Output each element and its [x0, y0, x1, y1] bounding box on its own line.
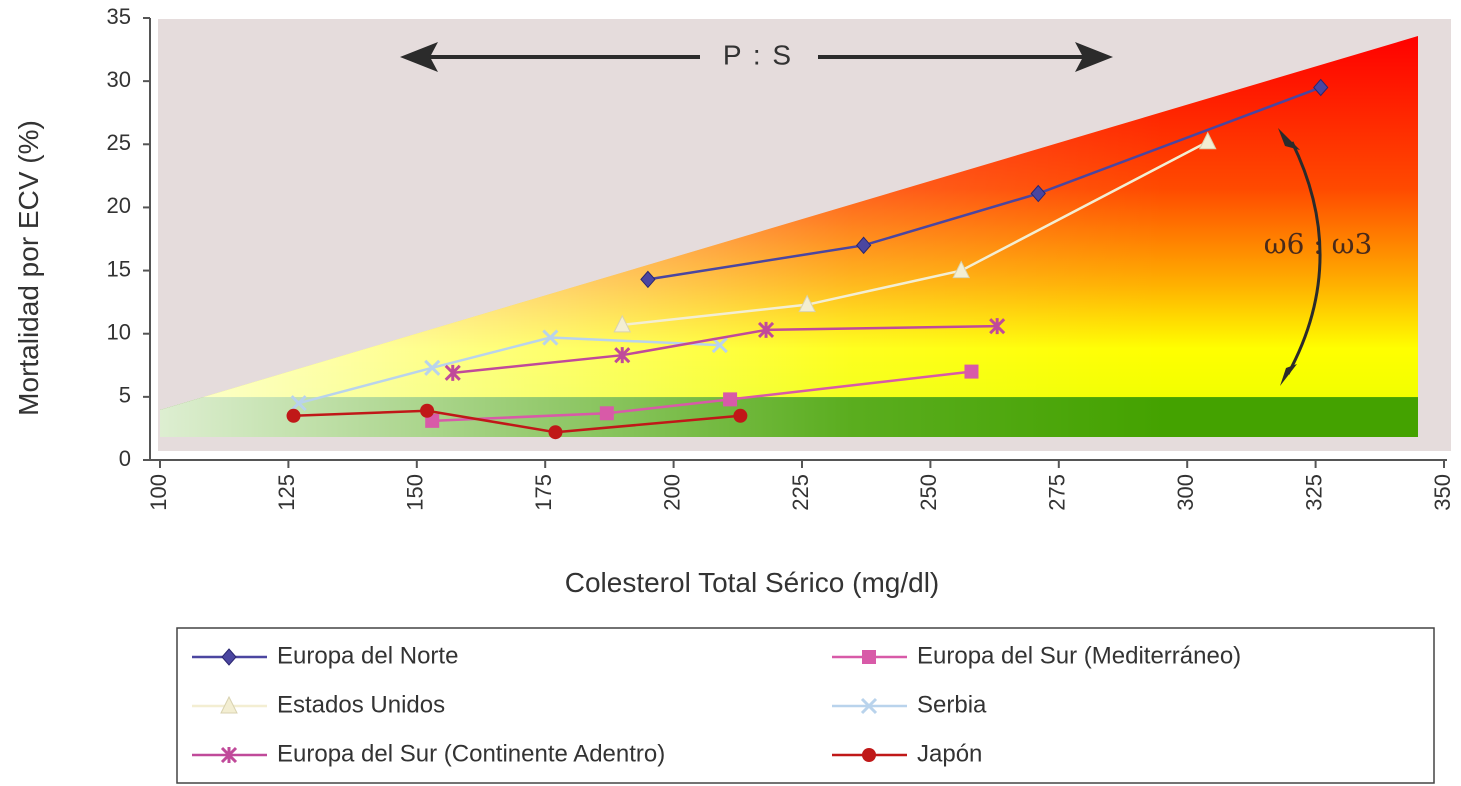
x-tick-label: 300 — [1173, 474, 1198, 511]
legend-label-5: Japón — [917, 740, 982, 767]
x-tick-label: 325 — [1301, 474, 1326, 511]
data-point-1-1 — [599, 406, 614, 421]
y-tick-label: 20 — [107, 193, 131, 218]
data-point-0-2 — [1030, 184, 1046, 203]
legend-frame — [176, 627, 1435, 784]
series-1 — [425, 364, 979, 428]
series-5 — [286, 403, 748, 440]
y-tick-label: 30 — [107, 67, 131, 92]
series-line-1 — [432, 370, 972, 423]
x-tick-label: 125 — [274, 474, 299, 511]
data-point-1-3 — [964, 364, 979, 379]
legend-marker-4 — [220, 746, 238, 764]
x-tick-label: 275 — [1045, 474, 1070, 511]
tick-labels: 0 5 10 15 20 25 30 35 100 125 150 175 200 225 250 275 30… — [107, 4, 1455, 511]
data-point-2-3 — [1198, 131, 1217, 150]
series-line-4 — [452, 324, 998, 375]
data-point-4-0 — [444, 364, 461, 381]
legend-marker-3 — [860, 697, 878, 715]
data-point-2-1 — [798, 294, 816, 313]
data-point-3-2 — [542, 329, 559, 346]
data-point-2-2 — [952, 260, 971, 279]
legend-marker-1 — [862, 650, 876, 664]
data-point-3-0 — [290, 395, 307, 412]
data-point-5-3 — [733, 408, 748, 423]
omega-arrow-curve — [1286, 141, 1322, 375]
x-tick-label: 250 — [916, 474, 941, 511]
ps-arrow-left-head — [400, 42, 438, 72]
series-line-0 — [647, 86, 1322, 281]
annotations: P : S ω6 : ω3 — [400, 39, 1372, 386]
y-tick-label: 35 — [107, 4, 131, 29]
series-0 — [640, 78, 1329, 289]
legend-marker-2 — [220, 695, 238, 714]
legend-label-1: Europa del Sur (Mediterráneo) — [917, 642, 1241, 669]
y-tick-label: 15 — [107, 256, 131, 281]
x-tick-label: 175 — [531, 474, 556, 511]
series-3 — [290, 329, 728, 412]
x-axis-title: Colesterol Total Sérico (mg/dl) — [565, 567, 940, 598]
data-point-2-0 — [613, 314, 632, 333]
series-4 — [444, 318, 1006, 381]
risk-gradient-wedge — [160, 36, 1418, 437]
data-point-3-3 — [711, 337, 728, 354]
legend-label-4: Europa del Sur (Continente Adentro) — [277, 740, 665, 767]
x-tick-label: 200 — [659, 474, 684, 511]
wedge-fade-overlay — [160, 36, 1418, 437]
x-tick-label: 225 — [788, 474, 813, 511]
y-tick-label: 25 — [107, 130, 131, 155]
y-tick-label: 0 — [119, 446, 131, 471]
data-point-0-3 — [1313, 78, 1329, 97]
axes — [143, 17, 1447, 468]
data-point-4-2 — [757, 321, 775, 338]
legend-marker-5 — [862, 748, 876, 762]
data-point-5-2 — [548, 425, 563, 440]
data-point-3-1 — [424, 359, 441, 376]
data-point-0-0 — [640, 270, 656, 289]
legend-label-2: Estados Unidos — [277, 691, 445, 718]
legend-marker-0 — [221, 648, 237, 666]
legend: Europa del Norte Europa del Sur (Mediterr… — [176, 627, 1435, 784]
omega-arrow-bottom-head — [1280, 364, 1297, 386]
omega-arrow-top-head — [1278, 128, 1300, 150]
series-line-5 — [293, 409, 741, 434]
x-tick-label: 100 — [146, 474, 171, 511]
x-tick-label: 350 — [1430, 474, 1455, 511]
series-line-3 — [298, 336, 720, 405]
legend-label-0: Europa del Norte — [277, 642, 458, 669]
x-tick-label: 150 — [403, 474, 428, 511]
y-axis-title: Mortalidad por ECV (%) — [13, 120, 44, 416]
legend-label-3: Serbia — [917, 691, 987, 718]
data-point-4-3 — [989, 318, 1006, 335]
data-point-4-1 — [614, 347, 631, 364]
series-2 — [613, 131, 1217, 333]
series — [286, 78, 1329, 440]
y-tick-label: 10 — [107, 320, 131, 345]
y-tick-label: 5 — [119, 383, 131, 408]
series-line-2 — [622, 140, 1209, 327]
data-point-5-1 — [420, 403, 435, 418]
ps-arrow-right-head — [1075, 42, 1113, 72]
ps-arrow-label: P : S — [723, 39, 793, 70]
data-point-0-1 — [855, 236, 872, 255]
data-point-5-0 — [286, 408, 301, 423]
data-point-1-2 — [723, 392, 738, 407]
